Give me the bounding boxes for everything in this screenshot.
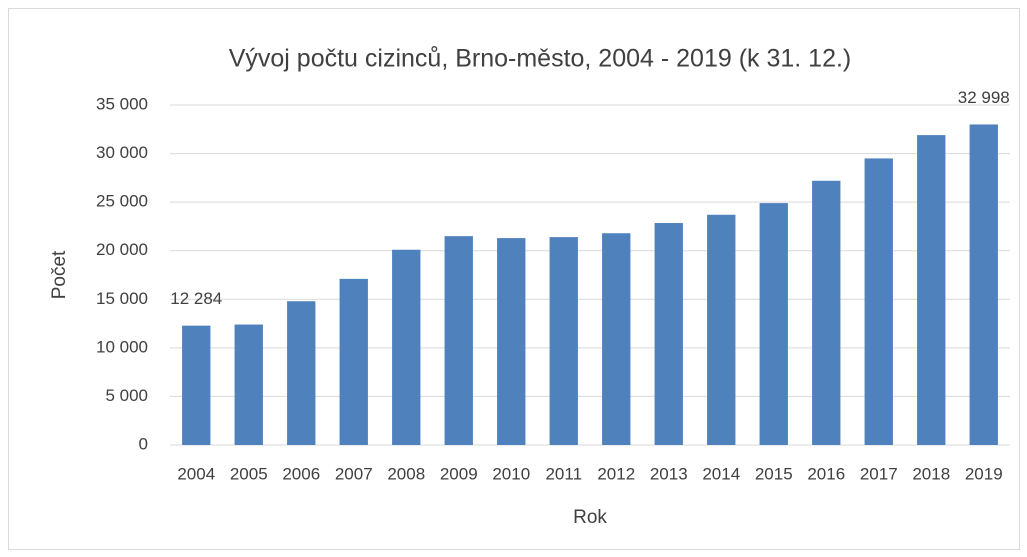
data-label: 12 284 — [170, 289, 222, 308]
bar — [444, 236, 473, 445]
x-tick-label: 2011 — [545, 464, 582, 483]
bar — [392, 249, 421, 445]
y-tick-label: 35 000 — [96, 94, 148, 113]
bar — [812, 180, 841, 445]
bar — [497, 238, 526, 445]
x-tick-label: 2019 — [965, 464, 1003, 483]
x-tick-label: 2012 — [597, 464, 635, 483]
x-tick-label: 2015 — [755, 464, 793, 483]
x-tick-label: 2005 — [230, 464, 268, 483]
y-axis-label: Počet — [49, 250, 70, 299]
y-tick-label: 10 000 — [96, 337, 148, 356]
x-tick-label: 2006 — [282, 464, 320, 483]
x-tick-label: 2017 — [860, 464, 898, 483]
bar — [864, 158, 893, 445]
x-tick-label: 2009 — [440, 464, 478, 483]
y-tick-label: 25 000 — [96, 192, 148, 211]
x-tick-label: 2007 — [335, 464, 373, 483]
bar — [707, 214, 736, 445]
chart-title: Vývoj počtu cizinců, Brno-město, 2004 - … — [229, 45, 852, 73]
bar — [287, 301, 316, 445]
y-tick-label: 5 000 — [105, 386, 148, 405]
y-tick-label: 15 000 — [96, 289, 148, 308]
y-tick-label: 30 000 — [96, 143, 148, 162]
y-tick-label: 20 000 — [96, 240, 148, 259]
bar — [759, 203, 788, 445]
x-tick-label: 2013 — [650, 464, 688, 483]
bar — [969, 124, 998, 445]
x-tick-label: 2004 — [177, 464, 215, 483]
x-tick-label: 2008 — [387, 464, 425, 483]
x-tick-label: 2014 — [702, 464, 740, 483]
bar — [917, 135, 946, 445]
bar — [182, 325, 211, 445]
x-axis-label: Rok — [573, 507, 607, 528]
y-tick-label: 0 — [139, 434, 148, 453]
x-tick-label: 2010 — [492, 464, 530, 483]
bar — [602, 233, 631, 445]
x-tick-label: 2016 — [807, 464, 845, 483]
bar — [339, 278, 368, 445]
bar — [549, 237, 578, 445]
x-tick-label: 2018 — [912, 464, 950, 483]
data-label: 32 998 — [958, 88, 1010, 107]
bar — [654, 223, 683, 445]
bar — [234, 324, 263, 445]
